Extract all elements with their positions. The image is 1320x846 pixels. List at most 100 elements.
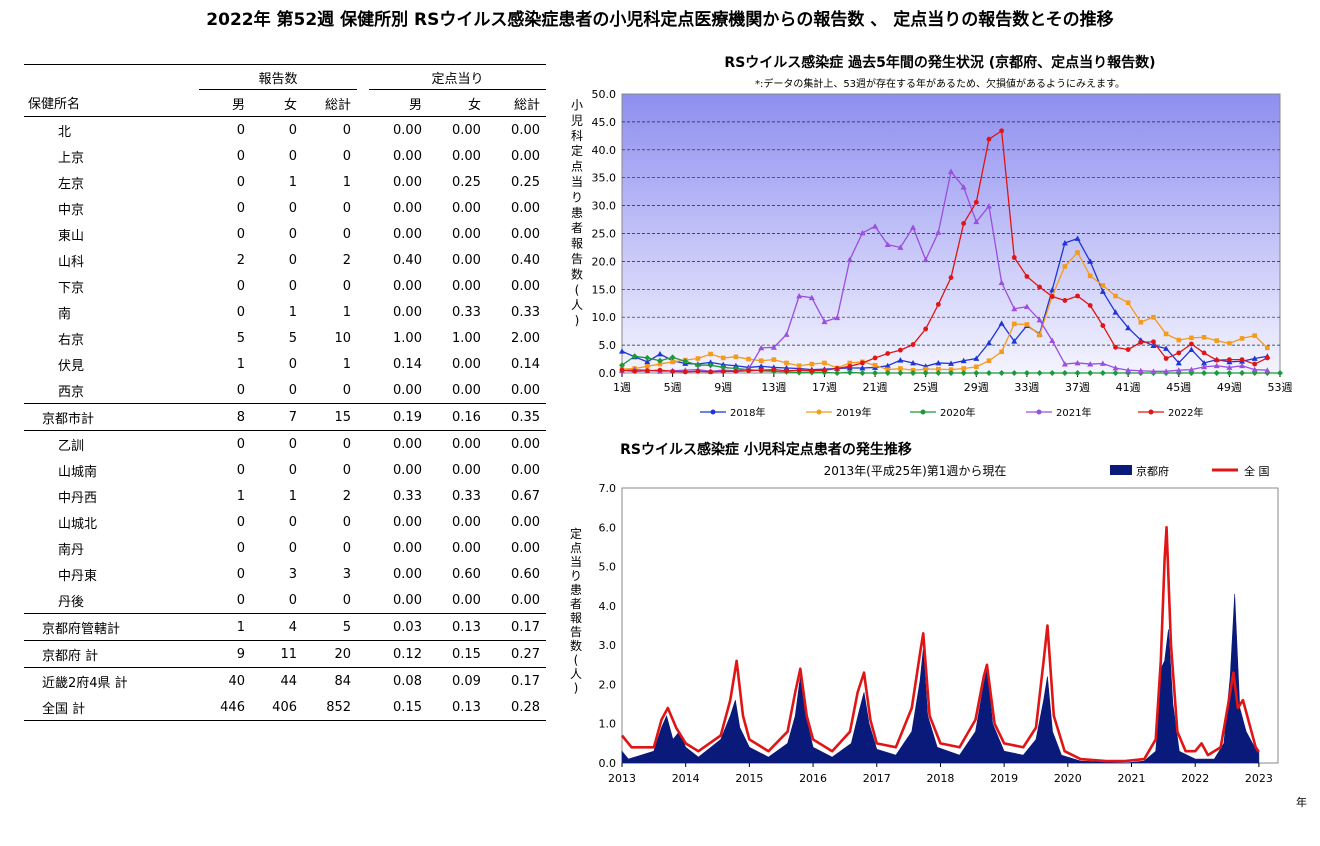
cell-t: 0 <box>342 200 352 216</box>
row-name: 左京 <box>58 176 85 192</box>
chart1-xtick-label: 45週 <box>1166 381 1191 394</box>
chart1-point <box>822 367 827 373</box>
chart1-point <box>1189 335 1194 341</box>
cell-pm: 0.03 <box>369 613 428 641</box>
chart1-point <box>822 360 827 366</box>
chart2-series-kyoto-area <box>621 594 1260 764</box>
cell-pt: 0.00 <box>511 514 540 530</box>
table-row: 山城北 0 0 0 0.00 0.00 0.00 <box>24 509 546 535</box>
cell-m: 0 <box>236 304 245 320</box>
chart1-point <box>884 362 891 369</box>
chart1-point <box>1075 293 1080 299</box>
chart2-title: RSウイルス感染症 小児科定点患者の発生推移 <box>620 441 912 458</box>
chart1-note: *:データの集計上、53週が存在する年があるため、欠損値があるようにみえます。 <box>755 77 1125 90</box>
cell-pt: 0.28 <box>486 694 546 721</box>
chart2-ytick-label: 3.0 <box>599 639 617 652</box>
cell-f: 4 <box>250 613 303 641</box>
chart1-point <box>1226 357 1232 363</box>
cell-m: 1 <box>198 613 251 641</box>
chart2-legend-label: 全 国 <box>1244 464 1270 478</box>
cell-f: 3 <box>288 566 297 582</box>
chart1-xtick-label: 9週 <box>714 381 732 394</box>
chart1-point <box>985 339 992 346</box>
chart1-legend-marker <box>1148 409 1154 415</box>
chart1-point <box>1075 250 1080 255</box>
chart1-point <box>796 367 802 373</box>
chart1-point <box>1023 303 1030 309</box>
cell-t: 0 <box>342 278 352 294</box>
chart1-point <box>619 348 625 354</box>
cell-pt: 0.00 <box>511 122 540 138</box>
chart1-point <box>872 355 878 361</box>
chart1-point <box>948 275 954 280</box>
chart1-point <box>758 344 765 351</box>
chart1-point <box>986 136 992 142</box>
chart1-point <box>1074 235 1081 241</box>
cell-pt: 0.00 <box>511 436 540 452</box>
chart1-point <box>847 363 853 369</box>
chart1-legend-marker <box>710 409 716 415</box>
chart1-xtick-label: 17週 <box>812 381 837 394</box>
cell-pf: 0.00 <box>452 436 481 452</box>
chart1-point <box>708 351 713 357</box>
chart1-point <box>1226 364 1233 370</box>
cell-pf: 0.00 <box>452 226 481 242</box>
cell-pm: 0.40 <box>393 252 422 268</box>
chart2-xtick-label: 2013 <box>608 772 636 785</box>
chart1-point <box>644 354 651 361</box>
cell-m: 1 <box>236 488 245 504</box>
chart1-point <box>1176 337 1182 343</box>
row-name: 京都府 計 <box>24 640 199 668</box>
chart1-point <box>656 351 663 357</box>
cell-pt: 0.00 <box>511 382 540 398</box>
chart1-point <box>1036 370 1043 376</box>
cell-pt: 0.40 <box>511 252 540 268</box>
chart1-point <box>808 294 815 301</box>
chart1-legend-label: 2019年 <box>836 406 871 419</box>
chart1-point <box>923 366 928 372</box>
cell-f: 0 <box>288 278 297 294</box>
page-title: 2022年 第52週 保健所別 RSウイルス感染症患者の小児科定点医療機関からの… <box>206 10 1114 30</box>
cell-pf: 0.00 <box>452 148 481 164</box>
chart1-point <box>960 370 967 376</box>
chart1-point <box>922 256 929 263</box>
ylabel-char: 児 <box>571 113 583 127</box>
cell-f: 1 <box>288 174 297 190</box>
cell-pm: 0.00 <box>393 304 422 320</box>
chart1-point <box>998 370 1005 376</box>
ylabel-char: 人 <box>571 298 583 312</box>
chart1-point <box>821 318 828 325</box>
chart1-xtick-label: 37週 <box>1065 381 1090 394</box>
chart1-point <box>1087 258 1094 264</box>
chart2-xtick-label: 2017 <box>863 772 891 785</box>
cell-pm: 0.00 <box>393 566 422 582</box>
cell-m: 2 <box>236 252 245 268</box>
row-name: 京都市計 <box>24 403 199 431</box>
chart1-point <box>1087 370 1094 376</box>
cell-f: 0 <box>288 148 297 164</box>
cell-m: 0 <box>236 200 245 216</box>
chart1-point <box>1125 300 1131 305</box>
col-header-per-male: 男 <box>369 89 428 117</box>
chart1-point <box>834 366 840 371</box>
cell-pt: 0.14 <box>511 356 540 372</box>
cell-pt: 0.00 <box>511 462 540 478</box>
chart1-point <box>948 367 954 372</box>
cell-m: 0 <box>236 148 245 164</box>
chart1-point <box>695 368 701 374</box>
ylabel-char: 数 <box>571 266 583 281</box>
cell-pm: 0.19 <box>369 403 428 431</box>
chart1-point <box>682 358 689 365</box>
chart1-point <box>784 360 789 366</box>
chart1-point <box>771 367 777 373</box>
chart1-ytick-label: 0.0 <box>599 367 617 380</box>
ylabel-char: 患 <box>570 583 582 597</box>
chart1-point <box>733 368 739 374</box>
chart1-plot-area <box>621 93 1281 374</box>
row-name: 中丹西 <box>58 490 98 506</box>
chart1-point <box>859 370 866 376</box>
chart1-point <box>1037 284 1042 290</box>
chart1-point <box>897 347 903 353</box>
row-name: 南 <box>58 306 72 322</box>
